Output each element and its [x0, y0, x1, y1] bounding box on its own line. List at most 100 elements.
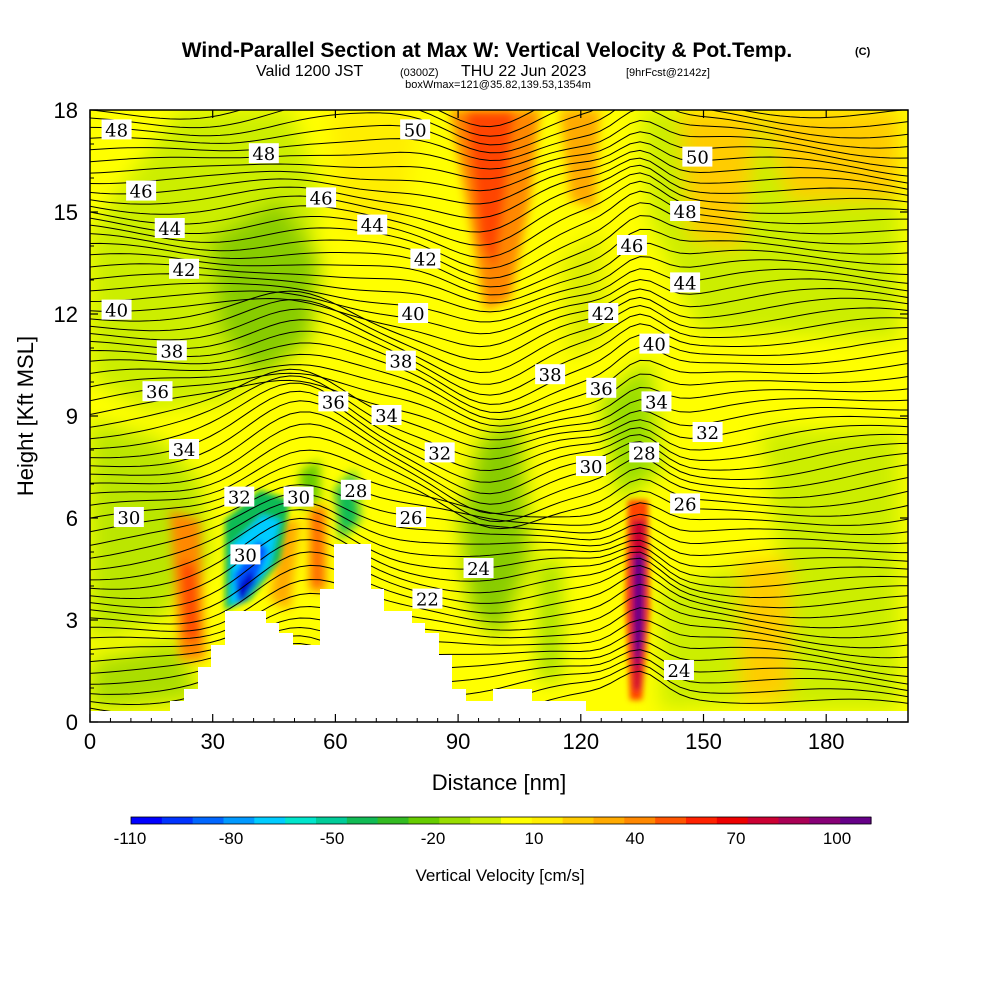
- contour-label-bg: [385, 350, 416, 371]
- contour-label-text: 24: [467, 559, 490, 580]
- contour-label-text: 24: [668, 661, 691, 682]
- colorbar-swatch: [840, 817, 872, 824]
- colorbar-swatch: [316, 817, 348, 824]
- valid-time: Valid 1200 JST: [256, 63, 364, 80]
- theta-contour-line: [90, 551, 908, 617]
- theta-contour-line: [90, 287, 908, 348]
- contour-label-text: 44: [361, 216, 384, 237]
- contour-label-bg: [410, 248, 441, 269]
- theta-contour-line: [90, 141, 908, 192]
- colorbar-swatch: [501, 817, 533, 824]
- contour-label-bg: [535, 364, 566, 385]
- copyright-mark: (C): [855, 46, 871, 58]
- contour-label: 40: [398, 303, 429, 325]
- contour-label-text: 36: [322, 392, 345, 413]
- contour-label-text: 38: [539, 365, 562, 386]
- theta-contour-line: [90, 256, 908, 313]
- contour-label-bg: [371, 405, 402, 425]
- terrain: [170, 544, 586, 722]
- contour-label-bg: [126, 180, 157, 201]
- x-tick-label: 30: [200, 729, 224, 754]
- colorbar-frame: [130, 816, 872, 825]
- theta-contour-line: [90, 368, 908, 450]
- theta-contour-line: [90, 484, 908, 546]
- theta-contour-line: [90, 400, 908, 495]
- theta-contour-line: [90, 110, 908, 154]
- contour-label: 38: [535, 364, 566, 386]
- colorbar-swatch: [161, 817, 194, 824]
- colorbar-label: 40: [626, 829, 645, 848]
- contour-label-text: 40: [105, 301, 128, 322]
- contour-label-text: 42: [592, 304, 615, 325]
- contour-label-bg: [101, 119, 132, 140]
- contour-label-text: 46: [130, 182, 153, 203]
- theta-contour-line: [90, 517, 908, 590]
- contour-label-text: 50: [686, 148, 709, 169]
- colorbar-swatch: [377, 817, 410, 824]
- contour-label-text: 36: [590, 379, 613, 400]
- contour-label-text: 34: [173, 440, 196, 461]
- theta-contour-line: [90, 172, 908, 246]
- theta-contour-line: [90, 375, 908, 460]
- y-tick-label: 3: [66, 608, 78, 633]
- x-tick-label: 0: [84, 729, 96, 754]
- x-tick-label: 120: [562, 729, 599, 754]
- contour-label-bg: [169, 439, 200, 459]
- contour-label-bg: [641, 391, 672, 412]
- colorbar-swatch: [470, 817, 502, 824]
- colorbar-swatch: [655, 817, 687, 824]
- theta-contour-line: [90, 110, 908, 146]
- contour-label-text: 46: [310, 188, 333, 209]
- contour-label: 46: [616, 235, 647, 257]
- theta-contour-line: [90, 131, 908, 180]
- colorbar-label: -110: [114, 829, 147, 848]
- contour-label-bg: [670, 201, 701, 221]
- contour-label: 48: [670, 201, 701, 223]
- contour-label: 36: [586, 377, 617, 400]
- contour-label-text: 40: [643, 335, 666, 356]
- contour-label-bg: [306, 187, 337, 208]
- contour-label-bg: [318, 391, 349, 412]
- theta-contour-line: [90, 500, 908, 571]
- contour-label: 32: [224, 486, 255, 509]
- contour-label: 44: [670, 272, 701, 294]
- colorbar-swatch: [531, 817, 564, 824]
- contour-label: 24: [663, 660, 694, 682]
- theta-contour-line: [90, 268, 908, 323]
- theta-contour-line: [90, 509, 908, 581]
- contour-label-text: 32: [228, 488, 251, 509]
- x-tick-label: 90: [446, 729, 470, 754]
- contour-label-bg: [340, 479, 371, 500]
- contour-label: 44: [154, 218, 185, 240]
- colorbar-title: Vertical Velocity [cm/s]: [415, 866, 584, 885]
- colorbar-swatch: [131, 817, 163, 824]
- contour-label-bg: [396, 507, 427, 527]
- contour-label: 50: [682, 146, 713, 169]
- chart-title: Wind-Parallel Section at Max W: Vertical…: [182, 39, 793, 62]
- colorbar-swatch: [593, 817, 625, 824]
- theta-contour-line: [90, 353, 908, 421]
- contour-label: 42: [588, 303, 619, 325]
- colorbar-swatch: [192, 817, 225, 824]
- contour-label-bg: [629, 442, 660, 463]
- contour-label-bg: [463, 558, 494, 578]
- contour-label-text: 30: [287, 488, 310, 509]
- contour-label-text: 44: [674, 273, 697, 294]
- contour-label-bg: [400, 119, 431, 140]
- contour-label: 38: [156, 340, 187, 362]
- theta-contour-line: [90, 319, 908, 396]
- contour-label: 28: [629, 442, 660, 464]
- contour-label-bg: [670, 493, 701, 514]
- contour-label: 50: [400, 119, 431, 141]
- colorbar-swatch: [778, 817, 810, 824]
- contour-label: 42: [410, 248, 441, 271]
- theta-contour-line: [90, 110, 908, 162]
- y-tick-label: 12: [54, 302, 78, 327]
- y-tick-label: 18: [54, 98, 78, 123]
- contour-label-text: 26: [674, 494, 697, 515]
- y-tick-label: 6: [66, 506, 78, 531]
- contour-label-text: 36: [146, 382, 169, 403]
- x-tick-label: 60: [323, 729, 347, 754]
- colorbar-swatch: [747, 817, 780, 824]
